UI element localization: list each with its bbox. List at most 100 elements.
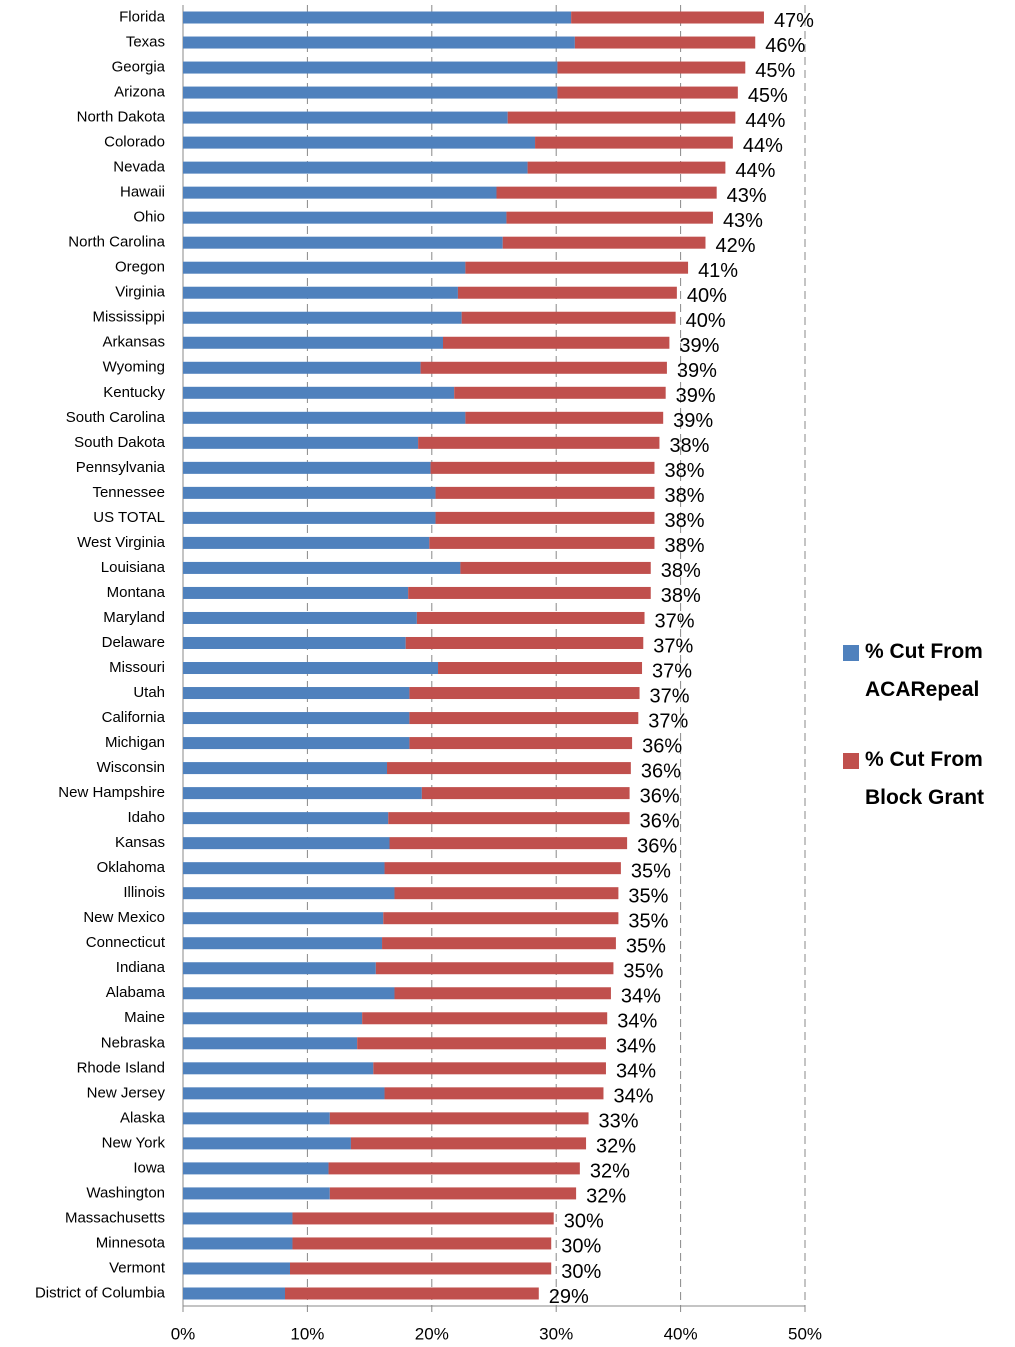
y-tick-label: Vermont (109, 1259, 166, 1276)
total-label: 45% (755, 60, 795, 82)
bar-segment (454, 386, 666, 399)
bar-segment (461, 311, 676, 324)
bar-segment (557, 61, 746, 74)
total-label: 35% (626, 936, 666, 958)
bar-segment (329, 1187, 577, 1200)
y-tick-label: New Jersey (87, 1084, 166, 1101)
bar-segment (183, 61, 558, 74)
bar-segment (183, 586, 409, 599)
bar-segment (465, 411, 664, 424)
total-label: 36% (640, 810, 680, 832)
bar-segment (460, 561, 651, 574)
bar-segment (183, 912, 384, 925)
bar-segment (465, 261, 689, 274)
legend-item: % Cut From Block Grant (843, 741, 1003, 817)
total-label: 44% (735, 160, 775, 182)
total-label: 34% (617, 1011, 657, 1033)
y-tick-label: Connecticut (86, 934, 166, 951)
bar-segment (496, 186, 717, 199)
bar-segment (292, 1212, 554, 1225)
bar-segment (387, 762, 631, 775)
bar-segment (183, 36, 575, 49)
bar-segment (183, 887, 395, 900)
bar-segment (183, 1187, 330, 1200)
bar-segment (420, 361, 667, 374)
bar-segment (329, 1112, 589, 1125)
total-label: 36% (640, 785, 680, 807)
bar-segment (457, 286, 677, 299)
y-tick-label: Rhode Island (77, 1059, 165, 1076)
bar-segment (183, 962, 376, 975)
total-label: 42% (715, 235, 755, 257)
bar-segment (183, 636, 406, 649)
bar-segment (183, 712, 410, 725)
bar-segment (183, 687, 410, 700)
bar-segment (435, 511, 655, 524)
total-label: 40% (687, 285, 727, 307)
bar-segment (502, 236, 706, 249)
bar-segment (405, 636, 644, 649)
total-label: 34% (621, 986, 661, 1008)
bar-segment (183, 536, 430, 549)
y-tick-label: District of Columbia (35, 1284, 166, 1301)
y-tick-label: Mississippi (92, 309, 165, 326)
bar-segment (183, 161, 528, 174)
total-label: 43% (727, 185, 767, 207)
total-label: 34% (616, 1061, 656, 1083)
total-label: 37% (650, 685, 690, 707)
y-tick-label: West Virginia (77, 534, 165, 551)
y-tick-label: Nevada (113, 159, 165, 176)
bar-segment (389, 837, 628, 850)
bar-segment (409, 687, 640, 700)
total-label: 37% (655, 610, 695, 632)
total-label: 39% (673, 410, 713, 432)
bar-segment (394, 987, 611, 1000)
total-label: 37% (652, 660, 692, 682)
bar-segment (285, 1287, 539, 1300)
bar-segment (350, 1137, 587, 1150)
bar-segment (183, 361, 421, 374)
y-tick-label: Maine (124, 1009, 165, 1026)
bar-segment (183, 937, 383, 950)
bar-segment (328, 1162, 580, 1175)
total-label: 35% (628, 910, 668, 932)
total-label: 40% (686, 310, 726, 332)
y-tick-label: Texas (126, 33, 165, 50)
bar-segment (438, 662, 643, 675)
bar-segment (571, 11, 764, 24)
bar-segment (394, 887, 619, 900)
total-label: 47% (774, 10, 814, 32)
bar-segment (183, 837, 390, 850)
y-tick-label: Massachusetts (65, 1209, 165, 1226)
total-label: 46% (765, 35, 805, 57)
bar-segment (183, 386, 455, 399)
bar-segment (183, 186, 497, 199)
bar-segment (183, 1037, 358, 1050)
bar-segment (183, 1262, 290, 1275)
x-tick-label: 0% (171, 1324, 196, 1343)
bar-segment (183, 336, 443, 349)
legend-swatch (843, 645, 859, 661)
y-tick-label: Colorado (104, 134, 165, 151)
bar-segment (409, 737, 633, 750)
y-tick-label: Indiana (116, 959, 166, 976)
bar-segment (418, 436, 660, 449)
bar-segment (183, 236, 503, 249)
total-label: 37% (653, 635, 693, 657)
bar-segment (383, 912, 619, 925)
bar-segment (384, 862, 621, 875)
bar-segment (362, 1012, 608, 1025)
bar-segment (183, 1012, 363, 1025)
total-label: 36% (637, 835, 677, 857)
y-tick-label: Missouri (109, 659, 165, 676)
y-tick-label: Tennessee (92, 484, 165, 501)
bar-segment (506, 211, 713, 224)
bar-segment (382, 937, 616, 950)
bar-segment (183, 286, 458, 299)
y-tick-label: Oregon (115, 259, 165, 276)
y-tick-label: Illinois (123, 884, 165, 901)
bar-segment (183, 1087, 385, 1100)
y-tick-label: North Carolina (68, 234, 165, 251)
